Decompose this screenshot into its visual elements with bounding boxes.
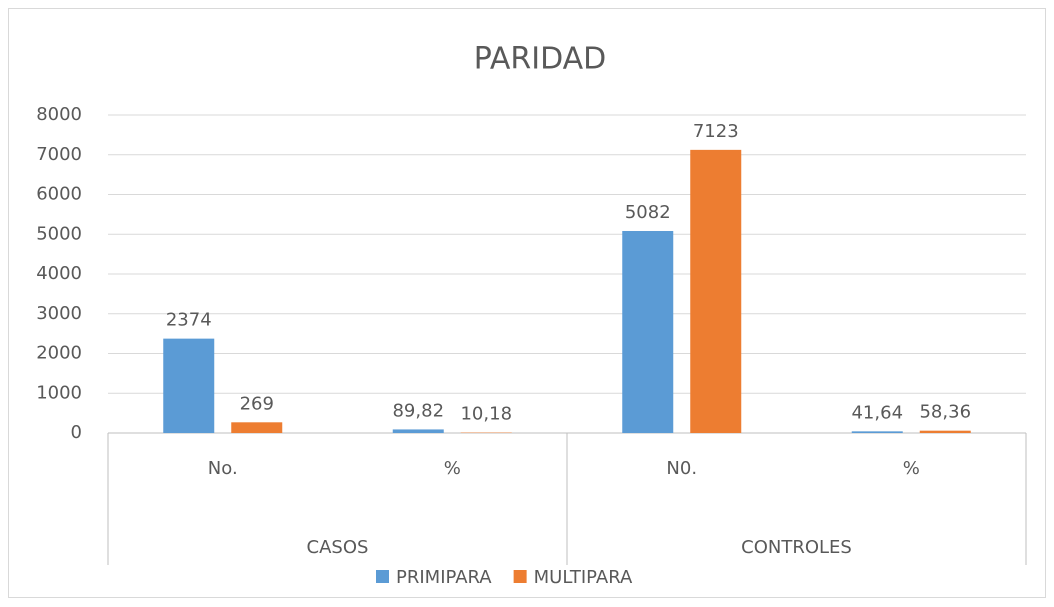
y-tick-label: 0	[71, 422, 82, 443]
y-tick-label: 1000	[36, 382, 82, 403]
chart-title: PARIDAD	[474, 42, 607, 77]
group-label: CONTROLES	[741, 537, 852, 558]
data-label: 58,36	[919, 402, 971, 423]
y-tick-label: 3000	[36, 303, 82, 324]
y-tick-label: 6000	[36, 184, 82, 205]
y-tick-label: 4000	[36, 263, 82, 284]
bar	[690, 149, 742, 433]
bar	[851, 431, 903, 433]
x-tick-label: No.	[208, 458, 238, 479]
data-label: 10,18	[460, 404, 512, 425]
legend-swatch	[376, 570, 389, 583]
data-label: 269	[240, 393, 274, 414]
x-tick-label: N0.	[666, 458, 697, 479]
y-tick-label: 5000	[36, 223, 82, 244]
data-label: 89,82	[392, 400, 444, 421]
bar	[622, 230, 674, 433]
bar	[919, 430, 971, 433]
data-label: 5082	[625, 202, 671, 223]
bar	[231, 422, 283, 433]
x-tick-label: %	[903, 458, 920, 479]
legend-label: PRIMIPARA	[396, 567, 492, 588]
y-tick-label: 8000	[36, 104, 82, 125]
bar	[163, 338, 215, 433]
legend-swatch	[513, 570, 527, 583]
y-tick-label: 2000	[36, 343, 82, 364]
bar	[392, 429, 444, 433]
x-tick-label: %	[444, 458, 461, 479]
legend-label: MULTIPARA	[534, 567, 633, 588]
data-label: 41,64	[851, 402, 903, 423]
data-label: 7123	[693, 121, 739, 142]
y-tick-label: 7000	[36, 144, 82, 165]
chart-border	[8, 8, 1046, 598]
data-label: 2374	[166, 310, 212, 331]
group-label: CASOS	[307, 537, 369, 558]
